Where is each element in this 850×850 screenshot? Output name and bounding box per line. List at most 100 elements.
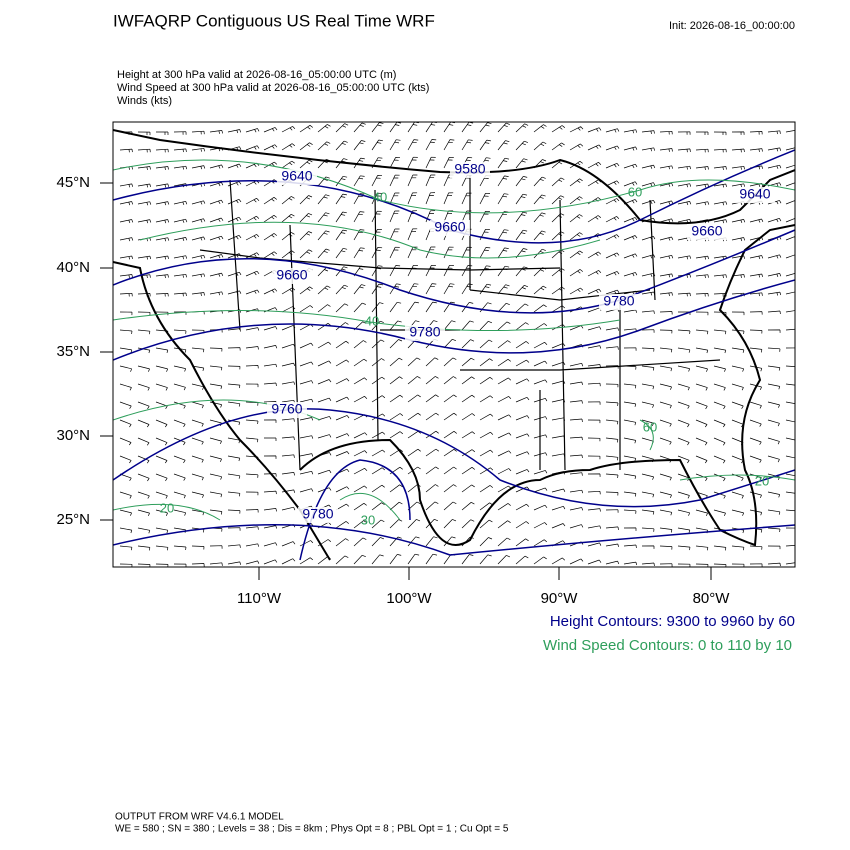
- wind-barb: [191, 130, 205, 135]
- wind-barb: [749, 131, 763, 135]
- wind-barb: [191, 563, 205, 567]
- wind-barb: [551, 231, 565, 241]
- wind-barb: [695, 274, 709, 279]
- wind-barb: [551, 213, 565, 223]
- wind-barb: [713, 166, 727, 170]
- lat-label: 25°N: [56, 511, 90, 528]
- wind-barb: [281, 232, 295, 241]
- wind-barb: [659, 419, 672, 427]
- wind-barb: [659, 473, 672, 481]
- wind-barb: [587, 525, 602, 529]
- wind-barb: [335, 123, 349, 133]
- wind-barb: [371, 339, 385, 349]
- wind-barb: [713, 329, 727, 335]
- wind-barb: [731, 455, 744, 464]
- wind-barb: [191, 509, 205, 516]
- lon-label: 100°W: [386, 590, 432, 607]
- wind-barb: [533, 159, 547, 169]
- wind-barb: [299, 470, 314, 475]
- wind-barb: [227, 437, 241, 444]
- wind-barb: [605, 162, 620, 169]
- wind-barb: [281, 196, 295, 205]
- wind-barb: [137, 329, 151, 335]
- wind-barb: [155, 219, 170, 224]
- wind-barb: [497, 377, 512, 385]
- wind-barb: [299, 305, 314, 313]
- wind-barb: [551, 343, 566, 349]
- wind-barb: [227, 455, 241, 462]
- height-contour-label: 9640: [739, 186, 770, 202]
- wind-barb: [156, 131, 169, 135]
- wind-barb: [713, 509, 726, 517]
- wind-barb: [443, 519, 457, 529]
- wind-barb: [335, 140, 348, 151]
- wind-barb: [155, 419, 168, 428]
- wind-barb: [389, 246, 400, 259]
- wind-barb: [407, 357, 421, 367]
- wind-barb: [641, 419, 654, 427]
- wind-barb: [605, 346, 619, 350]
- wind-barb: [299, 453, 314, 457]
- wind-barb: [353, 358, 368, 367]
- wind-barb: [389, 376, 403, 385]
- wind-barb: [533, 124, 547, 133]
- wind-barb: [425, 283, 437, 295]
- wind-barb: [659, 292, 673, 297]
- wind-barb: [119, 437, 132, 446]
- wind-barb: [587, 455, 601, 460]
- wind-barb: [425, 553, 438, 565]
- wind-barb: [209, 455, 222, 462]
- wind-barb: [641, 310, 655, 314]
- wind-barb: [587, 179, 602, 187]
- wind-barb: [173, 148, 187, 153]
- wind-barb: [749, 491, 762, 499]
- wind-barb: [461, 283, 473, 295]
- wind-barb: [371, 210, 382, 223]
- contour-label-box: [735, 187, 775, 203]
- wind-barb: [137, 148, 151, 153]
- wind-barb: [713, 131, 727, 136]
- wind-barb: [695, 148, 709, 153]
- wind-barb: [569, 126, 584, 133]
- wind-barb: [623, 253, 638, 259]
- wind-barb: [407, 484, 421, 493]
- wind-barb: [605, 543, 619, 547]
- wind-barb: [515, 555, 529, 565]
- wind-barb: [173, 255, 188, 260]
- wind-barb: [587, 144, 602, 151]
- wind-barb: [587, 270, 602, 277]
- wind-barb: [623, 527, 637, 531]
- wind-barb: [641, 235, 656, 241]
- wind-barb: [695, 219, 710, 224]
- wind-barb: [155, 455, 168, 464]
- wind-barb: [317, 452, 332, 457]
- wind-barb: [227, 383, 241, 389]
- wind-barb: [371, 157, 383, 169]
- wind-barb: [461, 394, 475, 403]
- wind-barb: [731, 545, 745, 551]
- wind-barb: [407, 264, 418, 277]
- wind-barb: [227, 163, 242, 169]
- wind-barb: [461, 484, 475, 493]
- wind-legend: Wind Speed Contours: 0 to 110 by 10: [543, 637, 792, 654]
- contour-label-box: [267, 402, 307, 418]
- wind-barb: [371, 247, 383, 259]
- wind-barb: [317, 539, 332, 547]
- wind-barb: [605, 401, 619, 406]
- wind-barb: [389, 157, 401, 169]
- wind-barb: [371, 376, 385, 385]
- wind-barb: [569, 325, 584, 331]
- wind-barb: [137, 383, 150, 391]
- wind-barb: [227, 527, 241, 531]
- wind-barb: [731, 419, 744, 428]
- wind-barb: [605, 234, 620, 241]
- field-label: Winds (kts): [117, 95, 172, 107]
- wind-barb: [695, 201, 710, 206]
- wind-barb: [191, 347, 205, 353]
- wind-barb: [533, 397, 548, 403]
- wind-barb: [407, 139, 419, 151]
- wind-barb: [497, 265, 510, 277]
- wind-barb: [767, 130, 781, 135]
- wind-barb: [407, 156, 418, 169]
